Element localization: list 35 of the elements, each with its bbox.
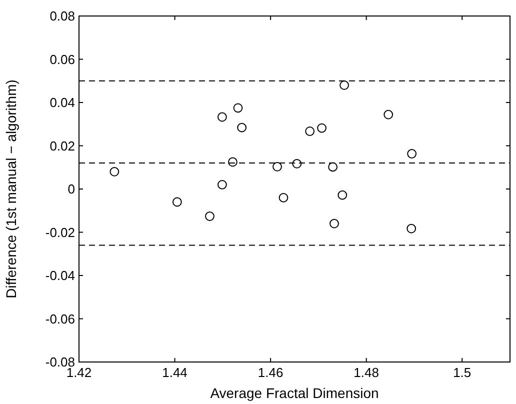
point	[228, 157, 238, 167]
y-tick-label: 0.02	[50, 138, 75, 154]
point	[217, 180, 227, 190]
point	[292, 159, 302, 168]
point	[330, 218, 339, 228]
point	[272, 162, 282, 172]
y-tick-label: -0.04	[45, 268, 75, 283]
point	[338, 190, 348, 200]
point	[305, 126, 315, 136]
point	[237, 122, 247, 132]
point	[384, 110, 394, 120]
y-axis-title: Difference (1st manual − algorithm)	[3, 80, 19, 298]
y-tick-label: 0.04	[50, 95, 75, 110]
point	[340, 80, 350, 90]
point	[406, 224, 416, 234]
point	[407, 149, 417, 158]
point	[233, 103, 243, 113]
point	[317, 123, 326, 133]
point	[217, 112, 227, 122]
y-tick-label: -0.06	[45, 311, 75, 326]
x-tick-label: 1.46	[258, 365, 284, 380]
y-tick-label: -0.02	[45, 224, 75, 240]
point	[328, 162, 338, 172]
point	[205, 212, 214, 221]
y-tick-label: -0.08	[45, 354, 75, 370]
y-tick-label: 0	[68, 182, 75, 196]
point	[278, 192, 288, 202]
point	[172, 197, 182, 207]
x-tick-label: 1.48	[354, 365, 379, 380]
y-tick-label: 0.06	[50, 52, 75, 67]
x-axis-title: Average Fractal Dimension	[210, 385, 379, 401]
x-tick-label: 1.5	[453, 365, 472, 380]
y-tick-label: 0.08	[50, 8, 75, 24]
x-tick-label: 1.44	[162, 365, 188, 380]
point	[110, 167, 120, 176]
